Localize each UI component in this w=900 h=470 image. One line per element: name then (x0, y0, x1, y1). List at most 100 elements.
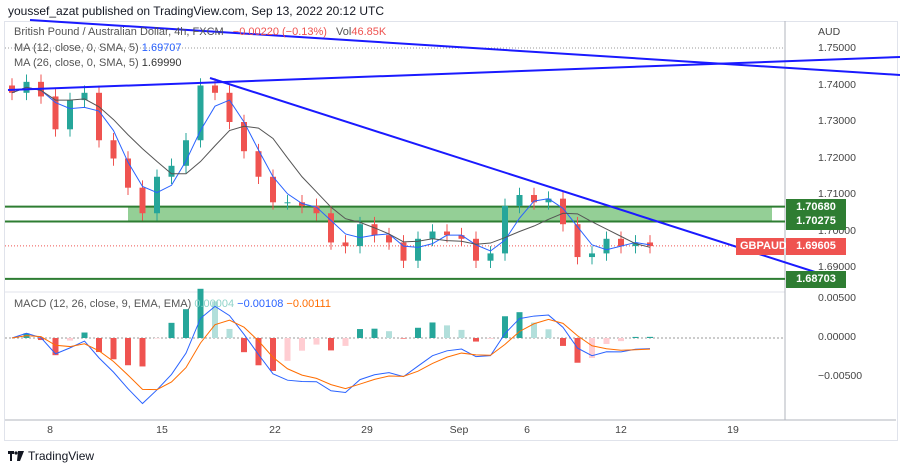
macd-signal-value: −0.00111 (286, 298, 331, 310)
ma2-label: MA (26, close, 0, SMA, 5) (14, 57, 139, 69)
macd-hist-value: 0.00004 (194, 298, 235, 310)
macd-histogram-bar (545, 329, 552, 338)
macd-histogram-bar (386, 331, 392, 338)
macd-histogram-bar (125, 338, 131, 366)
candle-body (183, 140, 189, 166)
candle-body (139, 187, 146, 214)
symbol-name: British Pound / Australian Dollar, 4h, F… (14, 26, 224, 38)
price-tick: 1.74000 (818, 78, 856, 91)
candle-body (473, 238, 479, 261)
price-tick: 1.69000 (818, 261, 856, 273)
currency-label: AUD (818, 26, 841, 38)
candle-body (429, 231, 436, 239)
macd-histogram-bar (589, 338, 595, 358)
macd-histogram-bar (197, 288, 204, 338)
legend-ma1[interactable]: MA (12, close, 0, SMA, 5) 1.69707 (14, 42, 182, 54)
legend-macd[interactable]: MACD (12, 26, close, 9, EMA, EMA) 0.0000… (14, 298, 331, 310)
time-tick: 6 (524, 424, 530, 436)
candle-body (618, 238, 624, 247)
macd-histogram-bar (632, 336, 639, 338)
ma1-line (11, 86, 651, 252)
macd-histogram-bar (473, 338, 479, 342)
macd-histogram-bar (487, 338, 494, 339)
level-price-tag: 1.70275 (786, 213, 846, 231)
candle-body (52, 96, 59, 130)
macd-histogram-bar (299, 338, 305, 351)
candle-body (531, 195, 537, 203)
trendline-upper (29, 19, 900, 76)
time-tick: 22 (269, 424, 281, 436)
candle-body (328, 213, 334, 243)
candle-body (81, 92, 88, 101)
price-tick: 1.71000 (818, 188, 856, 200)
macd-histogram-bar (270, 338, 276, 371)
candle-body (458, 235, 465, 239)
price-tick: 1.72000 (818, 151, 856, 164)
symbol-tag: GBPAUD (736, 237, 787, 255)
candle-body (574, 224, 581, 258)
price-tick: 1.75000 (818, 42, 856, 54)
macd-histogram-bar (458, 329, 465, 338)
macd-histogram-bar (67, 338, 73, 341)
candle-body (400, 242, 407, 261)
candle-body (299, 202, 305, 206)
volume-label: Vol (336, 26, 352, 38)
candle-body (270, 176, 276, 203)
macd-histogram-bar (560, 338, 566, 346)
legend-symbol-row: British Pound / Australian Dollar, 4h, F… (14, 26, 386, 38)
macd-histogram-bar (241, 338, 247, 353)
candle-body (255, 151, 262, 177)
candle-body (444, 231, 450, 236)
candle-body (154, 176, 160, 214)
macd-histogram-bar (183, 309, 189, 338)
time-tick: 15 (156, 424, 168, 436)
tradingview-logo-icon (8, 451, 24, 461)
candle-body (647, 242, 653, 247)
macd-histogram-bar (38, 338, 44, 341)
candle-body (212, 85, 218, 93)
candle-body (357, 224, 363, 247)
macd-histogram-bar (502, 316, 508, 338)
candle-body (516, 195, 523, 206)
macd-histogram-bar (415, 327, 421, 338)
legend-ma2[interactable]: MA (26, close, 0, SMA, 5) 1.69990 (14, 57, 182, 69)
tradingview-logo[interactable]: TradingView (8, 449, 94, 463)
candle-body (371, 224, 378, 236)
macd-histogram-bar (342, 338, 349, 346)
candle-body (168, 165, 175, 177)
candle-body (125, 158, 131, 188)
price-tick: 1.73000 (818, 115, 856, 127)
macd-histogram-bar (574, 338, 581, 363)
macd-histogram-bar (429, 322, 436, 338)
macd-histogram-bar (212, 301, 218, 338)
macd-histogram-bar (52, 338, 59, 356)
macd-histogram-bar (328, 338, 334, 351)
macd-tick: 0.00500 (818, 292, 856, 304)
macd-histogram-bar (110, 338, 117, 360)
ma2-value: 1.69990 (141, 57, 182, 69)
macd-line-value: −0.00108 (237, 298, 284, 310)
level-price-tag: 1.68703 (786, 270, 846, 288)
macd-histogram-bar (371, 328, 378, 338)
macd-histogram-bar (516, 312, 523, 338)
publisher-line: youssef_azat published on TradingView.co… (8, 4, 385, 18)
macd-histogram-bar (531, 322, 537, 338)
macd-histogram-bar (139, 338, 146, 367)
candle-body (560, 198, 566, 225)
macd-histogram-bar (96, 338, 102, 353)
candle-body (589, 253, 595, 258)
macd-tick: 0.00000 (818, 331, 856, 343)
time-tick: 8 (47, 424, 53, 436)
candle-body (487, 253, 494, 261)
macd-histogram-bar (618, 338, 624, 342)
macd-label: MACD (12, 26, close, 9, EMA, EMA) (14, 298, 192, 310)
candle-body (313, 205, 320, 214)
macd-histogram-bar (647, 336, 653, 338)
price-change: −0.00220 (−0.13%) (232, 26, 327, 38)
chart-frame[interactable] (4, 21, 898, 441)
macd-histogram-bar (81, 332, 88, 338)
candle-body (96, 92, 102, 141)
time-tick: Sep (449, 424, 469, 436)
candle-body (386, 235, 392, 243)
